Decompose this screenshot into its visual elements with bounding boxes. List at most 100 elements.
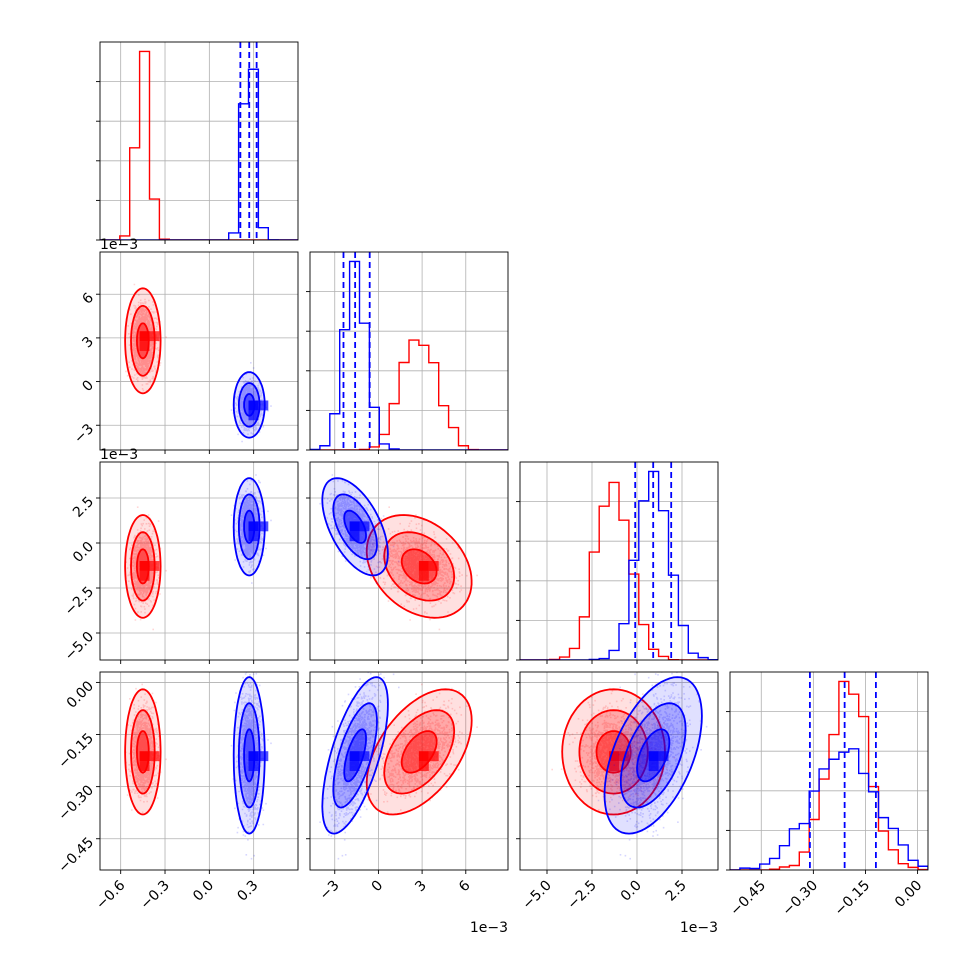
- contour-line-series-0-level-1: [130, 531, 156, 602]
- contour-line-series-1-level-1: [238, 493, 261, 561]
- y-tick-label: −0.30: [55, 782, 97, 824]
- panel-frame: [729, 671, 929, 871]
- histogram-panel-2: [520, 462, 718, 660]
- density-peak-series-1: [258, 400, 269, 411]
- y-tick-label: −0.15: [55, 730, 97, 772]
- contour-line-series-1-level-2: [232, 371, 266, 439]
- density-peak-series-0: [428, 561, 439, 571]
- x-tick-label: 0.00: [892, 878, 925, 911]
- x-tick-label: −0.45: [727, 878, 769, 920]
- histogram-series-1: [310, 260, 508, 450]
- y-tick-label: 2.5: [70, 494, 97, 521]
- x-tick-label: −0.15: [832, 878, 874, 920]
- density-peak-series-1: [349, 521, 360, 532]
- density-peak-series-1: [258, 521, 269, 532]
- density-peak-series-1: [349, 751, 360, 762]
- contour-line-series-1-level-0: [343, 509, 367, 544]
- x-tick-label: −0.3: [137, 878, 172, 913]
- x-offset-label: 1e−3: [680, 920, 718, 936]
- contour-line-series-1-level-0: [243, 393, 256, 417]
- contour-line-series-0-level-2: [124, 688, 162, 816]
- histogram-series-0: [100, 50, 298, 240]
- density-peak-series-1: [349, 531, 360, 542]
- y-tick-label: 0.00: [64, 678, 97, 711]
- contour-line-series-0-level-2: [365, 688, 473, 816]
- scatter-panel-2-1: [310, 462, 508, 660]
- panel-frame: [309, 671, 509, 871]
- contour-line-series-1-level-0: [343, 728, 367, 783]
- histogram-series-0: [730, 680, 928, 870]
- scatter-panel-2-0: [100, 462, 298, 660]
- density-peak-series-0: [418, 751, 429, 762]
- scatter-panel-3-0: [100, 672, 298, 870]
- x-tick-label: 0.0: [618, 878, 645, 905]
- x-tick-label: 0.0: [190, 878, 217, 905]
- contour-line-series-0-level-1: [383, 709, 456, 795]
- y-tick-label: 3: [79, 334, 97, 352]
- histogram-panel-3: [730, 672, 928, 870]
- scatter-panel-1-0: [100, 252, 298, 450]
- sample-points-series-1: [319, 672, 400, 860]
- contour-line-series-0-level-1: [578, 709, 649, 795]
- x-tick-label: 2.5: [663, 878, 690, 905]
- density-peak-series-0: [139, 341, 150, 351]
- density-peak-series-0: [609, 751, 619, 762]
- panel-frame: [309, 461, 509, 661]
- contour-line-series-0-level-0: [135, 322, 150, 360]
- density-peak-series-1: [248, 521, 259, 532]
- contour-line-series-0-level-1: [130, 709, 156, 795]
- density-peak-series-0: [418, 570, 429, 581]
- contour-line-series-1-level-0: [243, 728, 256, 783]
- density-peak-series-0: [139, 751, 150, 762]
- density-peak-series-1: [248, 410, 259, 421]
- x-offset-label: 1e−3: [470, 920, 508, 936]
- density-peak-series-1: [648, 761, 659, 771]
- contour-line-series-0-level-0: [400, 730, 438, 774]
- x-tick-label: 3: [412, 878, 430, 896]
- y-tick-label: −5.0: [62, 629, 97, 664]
- scatter-panel-3-2: [520, 672, 718, 870]
- contour-line-series-0-level-0: [135, 730, 150, 774]
- contour-line-series-0-level-2: [365, 514, 473, 619]
- contour-line-series-1-level-2: [321, 477, 389, 577]
- density-peak-series-1: [248, 751, 259, 762]
- contour-line-series-1-level-0: [636, 728, 671, 783]
- panel-frame: [309, 251, 509, 451]
- y-tick-label: −0.45: [55, 834, 97, 876]
- x-tick-label: −0.6: [93, 877, 128, 912]
- density-peak-series-0: [609, 761, 619, 771]
- y-tick-label: 0.0: [70, 539, 97, 566]
- contour-line-series-0-level-1: [383, 531, 455, 602]
- x-tick-label: −5.0: [519, 878, 554, 913]
- contour-line-series-1-level-2: [232, 477, 266, 577]
- y-tick-label: −2.5: [62, 584, 97, 619]
- contour-line-series-0-level-0: [400, 548, 438, 585]
- panel-frame: [99, 251, 299, 451]
- panel-frame: [99, 41, 299, 241]
- panel-frame: [519, 671, 719, 871]
- density-peak-series-0: [619, 751, 629, 762]
- y-tick-label: −3: [71, 421, 97, 447]
- histogram-series-1: [730, 748, 928, 870]
- sample-points-series-0: [125, 683, 167, 813]
- histogram-series-1: [100, 68, 298, 240]
- density-peak-series-1: [359, 751, 370, 762]
- density-peak-series-0: [139, 761, 150, 771]
- contour-line-series-0-level-0: [135, 548, 150, 585]
- y-tick-label: 6: [79, 290, 97, 308]
- contour-line-series-0-level-1: [130, 304, 156, 377]
- x-tick-label: 0.3: [234, 878, 261, 905]
- density-peak-series-1: [248, 400, 259, 411]
- density-peak-series-0: [418, 561, 429, 571]
- scatter-panel-3-1: [310, 672, 508, 870]
- x-tick-label: −3: [317, 878, 343, 904]
- contour-line-series-1-level-2: [603, 676, 703, 835]
- density-peak-series-1: [648, 751, 659, 762]
- contour-line-series-0-level-2: [561, 688, 666, 816]
- density-peak-series-0: [139, 331, 150, 342]
- sample-points-series-0: [370, 683, 478, 813]
- contour-line-series-1-level-2: [321, 676, 389, 835]
- contour-line-series-1-level-1: [238, 382, 261, 428]
- y-offset-label: 1e−3: [100, 237, 138, 253]
